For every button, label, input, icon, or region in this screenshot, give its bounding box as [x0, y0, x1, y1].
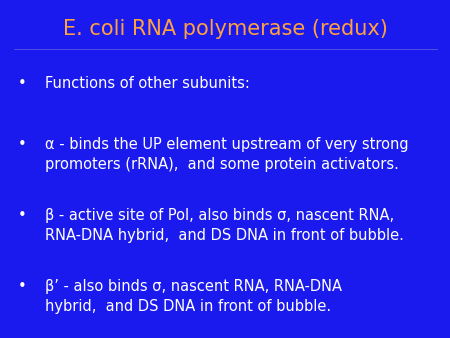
Text: E. coli RNA polymerase (redux): E. coli RNA polymerase (redux): [63, 19, 387, 39]
Text: •: •: [18, 279, 27, 294]
Text: •: •: [18, 137, 27, 152]
Text: Functions of other subunits:: Functions of other subunits:: [45, 76, 250, 91]
Text: •: •: [18, 76, 27, 91]
Text: β’ - also binds σ, nascent RNA, RNA-DNA
hybrid,  and DS DNA in front of bubble.: β’ - also binds σ, nascent RNA, RNA-DNA …: [45, 279, 342, 314]
Text: •: •: [18, 208, 27, 223]
Text: α - binds the UP element upstream of very strong
promoters (rRNA),  and some pro: α - binds the UP element upstream of ver…: [45, 137, 409, 172]
Text: β - active site of Pol, also binds σ, nascent RNA,
RNA-DNA hybrid,  and DS DNA i: β - active site of Pol, also binds σ, na…: [45, 208, 404, 243]
